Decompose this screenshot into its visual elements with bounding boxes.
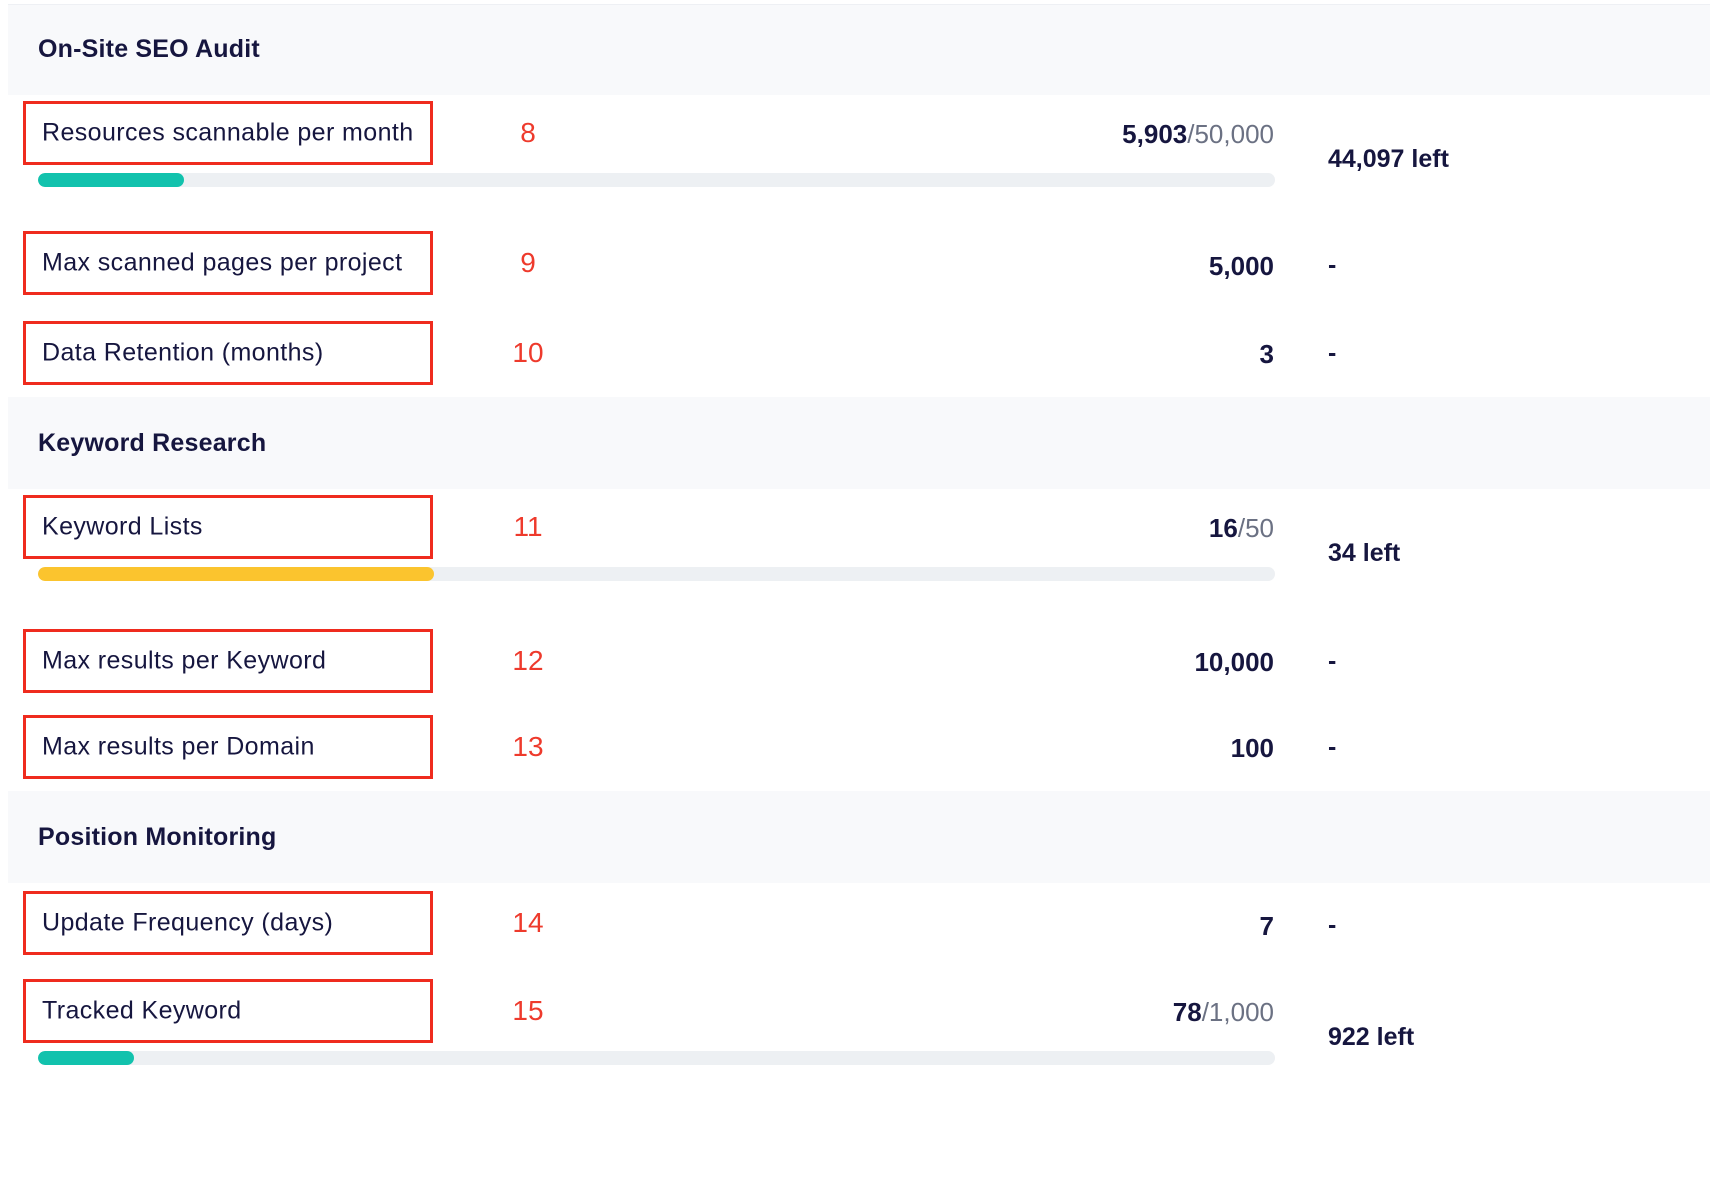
usage-value: 16/50 [1209, 513, 1274, 544]
usage-value: 3 [1260, 339, 1274, 370]
usage-used: 100 [1230, 733, 1274, 763]
usage-progress-fill [38, 173, 184, 187]
limit-label: Resources scannable per month [42, 118, 414, 147]
usage-value: 78/1,000 [1173, 997, 1274, 1028]
section-title: Position Monitoring [38, 823, 277, 851]
usage-value: 7 [1260, 911, 1274, 942]
limit-label: Max scanned pages per project [42, 248, 403, 277]
usage-used: 5,000 [1208, 251, 1274, 281]
annotation-box: Resources scannable per month [23, 101, 433, 165]
usage-remaining: - [1328, 647, 1337, 675]
section-header-onsite-seo-audit: On-Site SEO Audit [8, 5, 1710, 95]
usage-used: 5,903 [1122, 119, 1188, 149]
section-header-position-monitoring: Position Monitoring [8, 791, 1710, 883]
usage-progress-track [38, 1051, 1275, 1065]
usage-value: 100 [1231, 733, 1274, 764]
limit-row-keyword-lists: Keyword Lists 11 16/50 34 left [8, 489, 1710, 617]
usage-remaining: 34 left [1328, 539, 1401, 567]
usage-progress-fill [38, 567, 434, 581]
annotation-number: 12 [512, 645, 544, 676]
limit-label: Max results per Domain [42, 732, 315, 761]
annotation-number: 10 [512, 337, 544, 368]
limit-label: Keyword Lists [42, 512, 203, 541]
limit-row-resources-scannable: Resources scannable per month 8 5,903/50… [8, 95, 1710, 223]
usage-used: 78 [1172, 997, 1202, 1027]
usage-total: /50 [1237, 513, 1274, 543]
usage-used: 7 [1259, 911, 1274, 941]
annotation-box: Max scanned pages per project [23, 231, 433, 295]
section-header-keyword-research: Keyword Research [8, 397, 1710, 489]
limit-row-data-retention: Data Retention (months) 10 3 - [8, 309, 1710, 399]
limit-row-update-frequency: Update Frequency (days) 14 7 - [8, 883, 1710, 971]
usage-remaining: 922 left [1328, 1023, 1415, 1051]
annotation-number: 14 [512, 907, 544, 938]
section-title: Keyword Research [38, 429, 267, 457]
section-title: On-Site SEO Audit [38, 35, 260, 63]
usage-progress-track [38, 567, 1275, 581]
limit-label: Update Frequency (days) [42, 908, 334, 937]
limit-row-max-results-keyword: Max results per Keyword 12 10,000 - [8, 615, 1710, 705]
annotation-number: 13 [512, 731, 544, 762]
usage-used: 10,000 [1194, 647, 1274, 677]
usage-progress-track [38, 173, 1275, 187]
annotation-box: Tracked Keyword [23, 979, 433, 1043]
usage-total: /50,000 [1187, 119, 1274, 149]
usage-remaining: - [1328, 339, 1337, 367]
annotation-number: 9 [520, 247, 536, 278]
usage-total: /1,000 [1201, 997, 1274, 1027]
usage-remaining: - [1328, 251, 1337, 279]
usage-value: 10,000 [1194, 647, 1274, 678]
usage-used: 16 [1208, 513, 1238, 543]
usage-used: 3 [1259, 339, 1274, 369]
usage-value: 5,000 [1209, 251, 1274, 282]
annotation-number: 15 [512, 995, 544, 1026]
limit-label: Tracked Keyword [42, 996, 242, 1025]
limit-label: Max results per Keyword [42, 646, 327, 675]
annotation-number: 8 [520, 117, 536, 148]
limit-row-max-results-domain: Max results per Domain 13 100 - [8, 703, 1710, 793]
limit-row-max-scanned-pages: Max scanned pages per project 9 5,000 - [8, 221, 1710, 311]
usage-value: 5,903/50,000 [1122, 119, 1274, 150]
annotation-box: Update Frequency (days) [23, 891, 433, 955]
annotation-box: Max results per Keyword [23, 629, 433, 693]
usage-remaining: - [1328, 911, 1337, 939]
annotation-box: Data Retention (months) [23, 321, 433, 385]
annotation-box: Max results per Domain [23, 715, 433, 779]
annotation-number: 11 [513, 511, 543, 542]
usage-limits-panel: On-Site SEO Audit Resources scannable pe… [8, 4, 1710, 1195]
usage-remaining: 44,097 left [1328, 145, 1449, 173]
usage-remaining: - [1328, 733, 1337, 761]
limit-label: Data Retention (months) [42, 338, 324, 367]
annotation-box: Keyword Lists [23, 495, 433, 559]
limit-row-tracked-keyword: Tracked Keyword 15 78/1,000 922 left [8, 969, 1710, 1095]
usage-progress-fill [38, 1051, 135, 1065]
